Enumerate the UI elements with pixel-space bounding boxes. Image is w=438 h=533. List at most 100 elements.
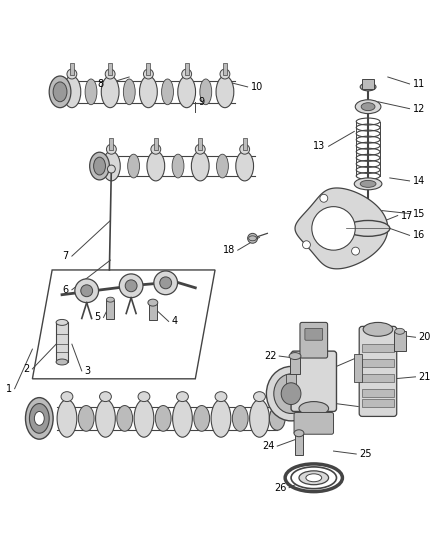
Ellipse shape: [162, 79, 173, 104]
Text: 14: 14: [413, 176, 425, 186]
FancyBboxPatch shape: [291, 351, 336, 411]
Text: 26: 26: [274, 483, 286, 492]
Circle shape: [312, 207, 355, 250]
Text: 7: 7: [63, 251, 69, 261]
Text: 4: 4: [172, 317, 178, 326]
Ellipse shape: [215, 392, 227, 401]
Ellipse shape: [250, 400, 269, 437]
FancyBboxPatch shape: [359, 326, 397, 416]
Bar: [185, 63, 189, 75]
Ellipse shape: [138, 392, 150, 401]
Ellipse shape: [306, 474, 321, 482]
Text: 10: 10: [251, 82, 263, 92]
Text: 6: 6: [63, 285, 69, 295]
Ellipse shape: [85, 79, 97, 104]
Ellipse shape: [151, 144, 161, 154]
Ellipse shape: [354, 178, 382, 190]
Bar: [394, 332, 406, 351]
Bar: [362, 389, 394, 397]
Ellipse shape: [232, 406, 248, 431]
Bar: [146, 63, 150, 75]
Text: 16: 16: [413, 230, 425, 240]
Circle shape: [352, 247, 360, 255]
Ellipse shape: [101, 76, 119, 108]
Ellipse shape: [78, 406, 94, 431]
Bar: [110, 139, 113, 150]
Ellipse shape: [216, 154, 228, 178]
Ellipse shape: [106, 297, 114, 302]
Circle shape: [119, 274, 143, 297]
Ellipse shape: [266, 367, 316, 421]
Ellipse shape: [53, 82, 67, 102]
Text: 22: 22: [264, 351, 276, 361]
Ellipse shape: [102, 151, 120, 181]
FancyBboxPatch shape: [300, 322, 328, 358]
Ellipse shape: [281, 383, 301, 405]
Circle shape: [320, 195, 328, 202]
Text: 24: 24: [262, 441, 274, 451]
Ellipse shape: [220, 69, 230, 79]
Ellipse shape: [144, 69, 153, 79]
Ellipse shape: [249, 236, 257, 241]
Bar: [295, 433, 303, 455]
Ellipse shape: [61, 392, 73, 401]
Ellipse shape: [99, 392, 111, 401]
Ellipse shape: [173, 400, 192, 437]
Ellipse shape: [299, 401, 328, 415]
Ellipse shape: [182, 69, 191, 79]
Bar: [106, 300, 114, 319]
Ellipse shape: [200, 79, 212, 104]
Ellipse shape: [105, 69, 115, 79]
Ellipse shape: [172, 154, 184, 178]
Text: 9: 9: [198, 96, 205, 107]
Ellipse shape: [211, 400, 231, 437]
Ellipse shape: [360, 180, 376, 187]
Ellipse shape: [177, 392, 188, 401]
Ellipse shape: [346, 221, 390, 236]
Bar: [362, 359, 394, 367]
Ellipse shape: [34, 411, 44, 425]
Ellipse shape: [254, 392, 265, 401]
Ellipse shape: [148, 299, 158, 306]
Circle shape: [303, 241, 311, 249]
Text: 1: 1: [6, 384, 12, 394]
Ellipse shape: [269, 407, 285, 430]
Ellipse shape: [178, 76, 195, 108]
Bar: [154, 139, 158, 150]
Bar: [243, 139, 247, 150]
Ellipse shape: [90, 152, 110, 180]
Ellipse shape: [216, 76, 234, 108]
Ellipse shape: [95, 400, 115, 437]
Circle shape: [125, 280, 137, 292]
Text: 25: 25: [359, 449, 372, 459]
Ellipse shape: [289, 353, 301, 360]
Ellipse shape: [191, 151, 209, 181]
Ellipse shape: [106, 144, 117, 154]
Ellipse shape: [240, 144, 250, 154]
Text: 8: 8: [97, 79, 103, 89]
Ellipse shape: [395, 328, 405, 334]
Ellipse shape: [124, 79, 135, 104]
Text: 5: 5: [94, 312, 101, 322]
Text: 3: 3: [85, 366, 91, 376]
Ellipse shape: [291, 467, 336, 489]
Text: 20: 20: [418, 332, 431, 342]
Bar: [198, 139, 202, 150]
Circle shape: [81, 285, 92, 297]
Text: 11: 11: [413, 79, 425, 89]
Ellipse shape: [67, 69, 77, 79]
Circle shape: [247, 233, 258, 243]
Bar: [362, 79, 374, 89]
Ellipse shape: [29, 403, 49, 433]
Ellipse shape: [134, 400, 154, 437]
Ellipse shape: [147, 151, 165, 181]
Bar: [362, 399, 394, 407]
Ellipse shape: [360, 83, 376, 91]
Bar: [362, 374, 394, 382]
Ellipse shape: [274, 374, 308, 414]
Bar: [290, 356, 300, 374]
Bar: [223, 63, 227, 75]
Text: 21: 21: [418, 372, 431, 382]
Bar: [354, 354, 362, 382]
Ellipse shape: [294, 430, 304, 437]
